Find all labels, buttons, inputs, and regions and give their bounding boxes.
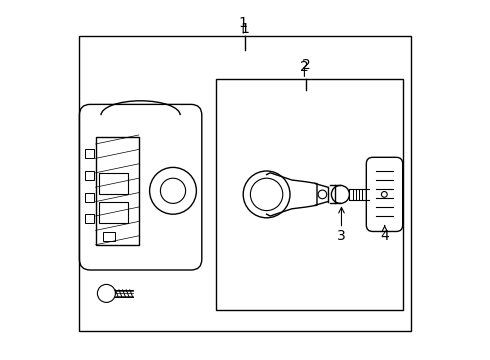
Text: 2: 2: [302, 58, 311, 72]
Bar: [85, 171, 94, 180]
Text: 1: 1: [239, 17, 247, 30]
Bar: [96, 137, 139, 245]
Text: 1: 1: [241, 22, 249, 36]
Bar: [99, 173, 128, 194]
Bar: [85, 193, 94, 202]
Bar: [99, 202, 128, 223]
Text: 2: 2: [300, 60, 309, 73]
Bar: [85, 149, 94, 158]
Bar: [103, 232, 116, 241]
Text: 4: 4: [380, 229, 389, 243]
Bar: [216, 79, 403, 310]
Bar: [79, 36, 411, 331]
Text: 3: 3: [337, 229, 346, 243]
Bar: [85, 214, 94, 223]
